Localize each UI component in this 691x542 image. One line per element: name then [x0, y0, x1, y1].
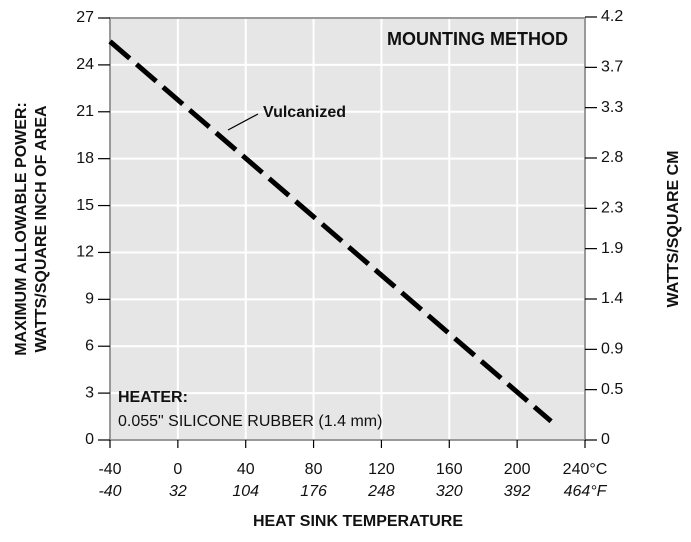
y-tick-label: 9: [85, 291, 94, 308]
y-tick-label: 6: [85, 337, 94, 354]
plot-area: [110, 18, 585, 440]
y2-tick-label: 3.3: [601, 99, 623, 116]
x-tick-label: 0: [173, 461, 182, 478]
y-tick-label: 12: [76, 244, 94, 261]
heater-desc: 0.055" SILICONE RUBBER (1.4 mm): [118, 413, 382, 430]
y2-tick-label: 1.4: [601, 290, 623, 307]
heater-title: HEATER:: [118, 389, 188, 406]
x2-tick-label: 104: [232, 483, 259, 500]
y2-tick-label: 3.7: [601, 59, 623, 76]
y-tick-label: 18: [76, 150, 94, 167]
x-tick-label: 40: [237, 461, 255, 478]
plot-border: [109, 17, 586, 441]
x-tick-label: 240°C: [563, 461, 608, 478]
method-title: MOUNTING METHOD: [387, 29, 568, 49]
y-label: MAXIMUM ALLOWABLE POWER:: [13, 102, 30, 356]
x-tick-label: -40: [98, 461, 121, 478]
x2-tick-label: 32: [169, 483, 187, 500]
x-tick-label: 160: [436, 461, 463, 478]
x2-tick-label: -40: [98, 483, 121, 500]
y2-tick-label: 0.5: [601, 381, 623, 398]
y-tick-label: 3: [85, 384, 94, 401]
y2-tick-label: 0.9: [601, 341, 623, 358]
y2-label: WATTS/SQUARE CM: [665, 150, 682, 307]
y-tick-label: 27: [76, 9, 94, 26]
x-label: HEAT SINK TEMPERATURE: [253, 513, 463, 530]
x-tick-label: 80: [305, 461, 323, 478]
x2-tick-label: 464°F: [564, 483, 608, 500]
x-tick-label: 200: [504, 461, 531, 478]
y2-tick-label: 1.9: [601, 240, 623, 257]
x2-tick-label: 320: [436, 483, 463, 500]
x2-tick-label: 392: [504, 483, 531, 500]
y2-tick-label: 4.2: [601, 8, 623, 25]
y2-tick-label: 0: [601, 431, 610, 448]
y2-tick-label: 2.3: [601, 200, 623, 217]
x2-tick-label: 248: [367, 483, 395, 500]
leader-line: [227, 113, 259, 131]
series-label: Vulcanized: [263, 104, 346, 121]
y-tick-label: 15: [76, 197, 94, 214]
x-tick-label: 120: [368, 461, 395, 478]
y-tick-label: 0: [85, 431, 94, 448]
y-label: WATTS/SQUARE INCH OF AREA: [33, 105, 50, 353]
data-line: [108, 39, 553, 424]
y-tick-label: 21: [76, 103, 94, 120]
x2-tick-label: 176: [300, 483, 327, 500]
y2-tick-label: 2.8: [601, 149, 623, 166]
y-tick-label: 24: [76, 56, 94, 73]
